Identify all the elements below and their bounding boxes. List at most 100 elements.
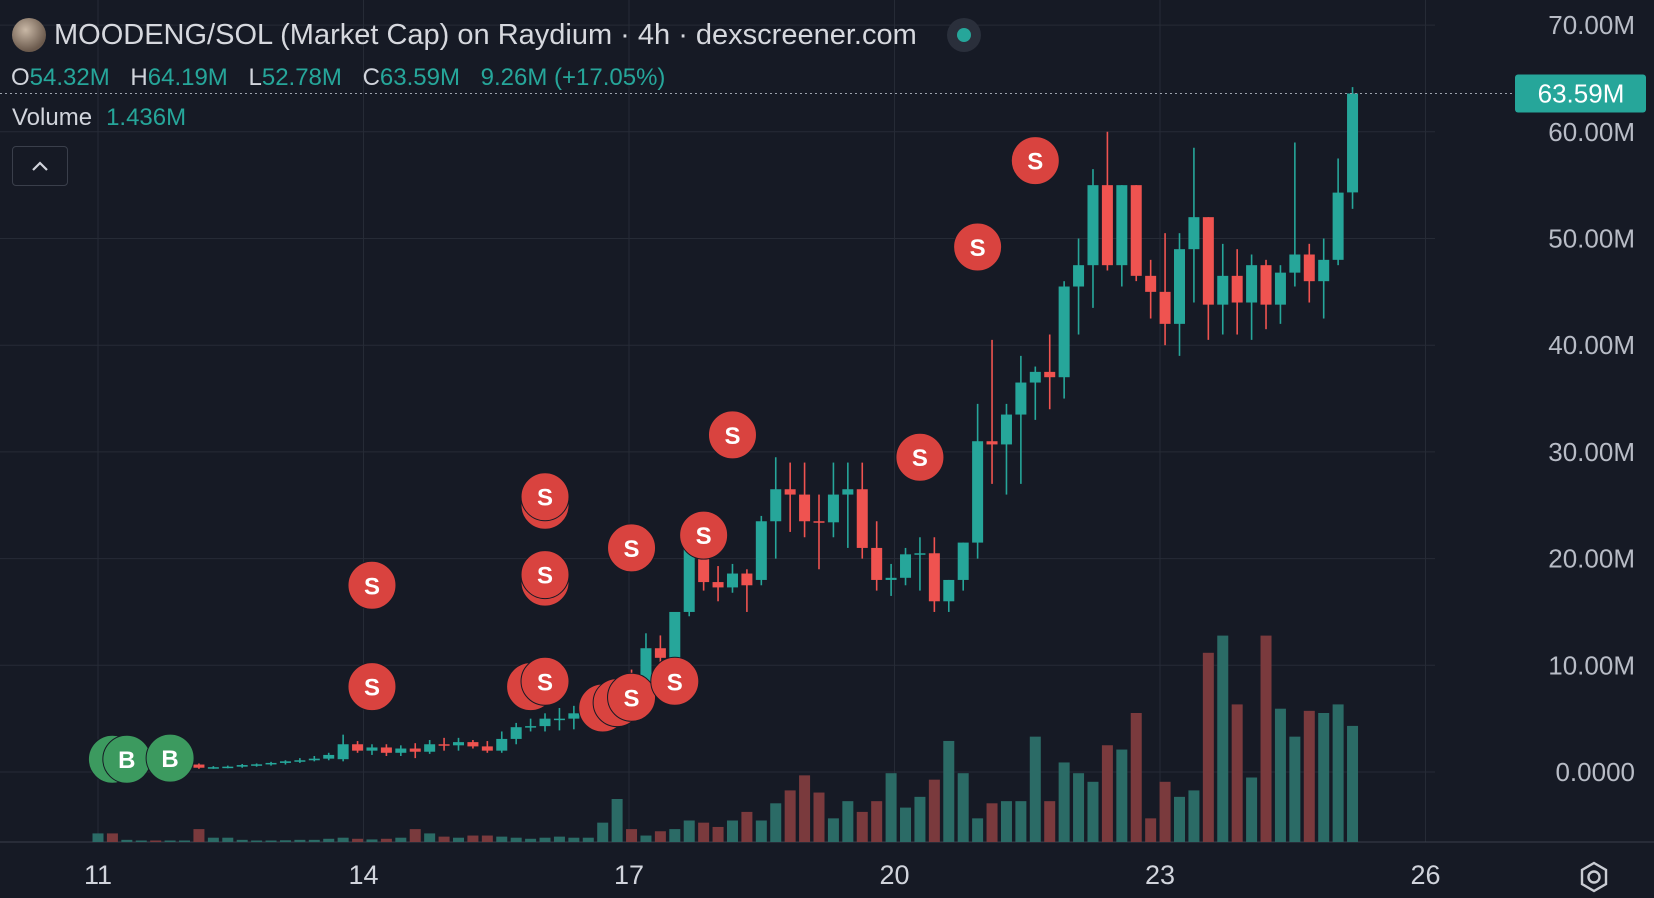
volume-bar (1159, 781, 1171, 842)
volume-bar (712, 826, 724, 842)
candle-body (1231, 275, 1243, 303)
volume-bar (337, 837, 349, 842)
candle-body (568, 713, 580, 719)
candle-body (1073, 265, 1085, 287)
sell-marker (1010, 136, 1060, 186)
volume-bar (467, 835, 479, 842)
collapse-legend-button[interactable] (12, 146, 68, 186)
candle-body (1246, 265, 1258, 303)
settings-icon[interactable] (1577, 860, 1611, 894)
volume-bar (972, 818, 984, 842)
candle-body (496, 738, 508, 751)
volume-bar (1130, 713, 1142, 842)
volume-bar (568, 837, 580, 842)
volume-bar (799, 775, 811, 842)
volume-bar (294, 839, 306, 842)
trade-marker-label: S (537, 669, 553, 696)
candle-body (669, 611, 681, 658)
candle-body (1000, 414, 1012, 445)
candle-body (640, 648, 652, 698)
trade-marker-label: S (624, 685, 640, 712)
candle-body (1303, 254, 1315, 282)
low-label: L (248, 64, 262, 91)
volume-bar (553, 836, 565, 842)
volume-bar (943, 740, 955, 842)
x-tick-label: 11 (84, 860, 112, 890)
volume-bar (380, 838, 392, 842)
volume-bar (597, 822, 609, 842)
volume-bar (698, 822, 710, 842)
candle-body (698, 544, 710, 583)
trade-marker-label: S (364, 675, 380, 702)
volume-bar (1318, 713, 1330, 842)
volume-bar (251, 840, 263, 842)
volume-bar (885, 773, 897, 842)
volume-bar (481, 835, 493, 842)
candle-body (813, 521, 825, 523)
volume-bar (1347, 725, 1359, 842)
sell-marker (679, 510, 729, 560)
open-value: 54.32M (29, 64, 110, 91)
candle-body (943, 579, 955, 602)
y-tick-label: 30.00M (1548, 437, 1635, 467)
candle-body (900, 554, 912, 578)
candle-body (467, 742, 479, 747)
volume-bar (395, 837, 407, 842)
volume-bar (1087, 781, 1099, 842)
volume-bar (900, 807, 912, 842)
y-tick-label: 70.00M (1548, 10, 1635, 40)
volume-bar (1044, 801, 1056, 842)
candle-body (712, 582, 724, 588)
candle-body (1116, 185, 1128, 266)
candle-body (1188, 217, 1200, 250)
volume-bar (164, 840, 176, 842)
sell-marker (707, 410, 757, 460)
trade-marker-label: S (1027, 149, 1043, 176)
chart-title: MOODENG/SOL (Market Cap) on Raydium · 4h… (54, 18, 917, 51)
y-tick-label: 0.0000 (1555, 757, 1635, 787)
volume-bar (1073, 773, 1085, 842)
candle-body (1202, 217, 1214, 305)
candle-body (799, 494, 811, 522)
candle-body (1217, 275, 1229, 305)
candle-body (308, 758, 320, 761)
live-dot-icon (946, 18, 981, 52)
candle-body (1347, 93, 1359, 193)
candle-body (755, 521, 767, 580)
volume-bar (106, 833, 118, 842)
volume-bar (1202, 652, 1214, 842)
volume-bar (366, 839, 378, 842)
sell-marker (520, 550, 570, 600)
volume-bar (438, 836, 450, 842)
volume-bar (510, 837, 522, 842)
sell-marker (520, 472, 570, 522)
candle-body (1145, 275, 1157, 292)
candle-body (1015, 382, 1027, 415)
volume-bar (1188, 790, 1200, 842)
volume-bar (827, 818, 839, 842)
trade-marker-label: S (364, 573, 380, 600)
candle-body (1130, 185, 1142, 276)
trade-marker-label: S (912, 445, 928, 472)
volume-bar (669, 829, 681, 842)
candle-body (1087, 185, 1099, 266)
volume-label: Volume (12, 104, 93, 131)
candle-body (222, 766, 234, 769)
volume-bar (986, 803, 998, 842)
candle-body (438, 744, 450, 746)
candle-body (1044, 371, 1056, 378)
x-tick-label: 26 (1410, 860, 1440, 890)
volume-bar (1246, 777, 1258, 842)
candle-body (337, 744, 349, 760)
candle-body (323, 754, 335, 759)
candle-body (827, 494, 839, 523)
volume-bar (683, 820, 695, 842)
x-tick-label: 17 (614, 860, 644, 890)
candle-body (366, 747, 378, 751)
high-label: H (130, 64, 148, 91)
volume-bar (424, 833, 436, 842)
volume-bar (928, 779, 940, 842)
volume-bar (914, 796, 926, 842)
candle-body (914, 553, 926, 555)
